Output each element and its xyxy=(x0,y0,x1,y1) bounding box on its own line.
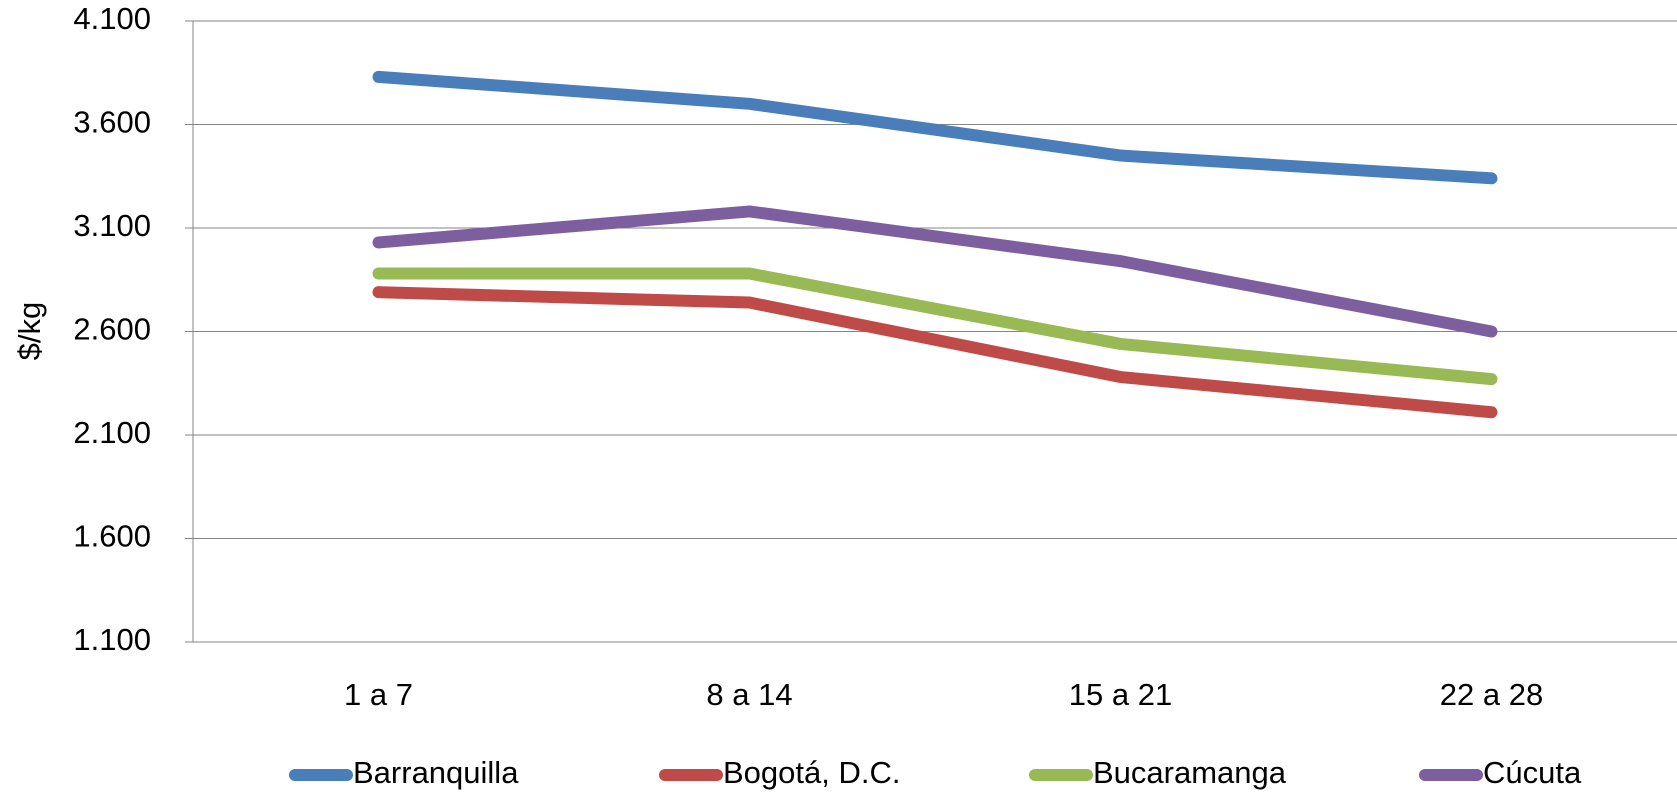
legend-label: Barranquilla xyxy=(353,755,519,790)
legend-label: Bucaramanga xyxy=(1093,755,1287,790)
legend-label: Bogotá, D.C. xyxy=(723,755,900,790)
series-line xyxy=(372,267,1498,386)
y-tick-label: 3.100 xyxy=(73,208,151,243)
y-tick-label: 2.100 xyxy=(73,415,151,450)
y-axis-label: $/kg xyxy=(12,302,47,361)
y-tick-label: 1.100 xyxy=(73,622,151,657)
y-tick-label: 1.600 xyxy=(73,519,151,554)
x-tick-label: 1 a 7 xyxy=(344,677,413,712)
series-line xyxy=(372,205,1498,338)
x-tick-label: 15 a 21 xyxy=(1069,677,1172,712)
series-line xyxy=(372,286,1498,419)
series-line xyxy=(372,70,1498,185)
x-tick-label: 8 a 14 xyxy=(706,677,792,712)
legend-label: Cúcuta xyxy=(1483,755,1582,790)
y-tick-label: 3.600 xyxy=(73,105,151,140)
y-tick-label: 4.100 xyxy=(73,1,151,36)
y-tick-label: 2.600 xyxy=(73,312,151,347)
x-tick-label: 22 a 28 xyxy=(1440,677,1543,712)
